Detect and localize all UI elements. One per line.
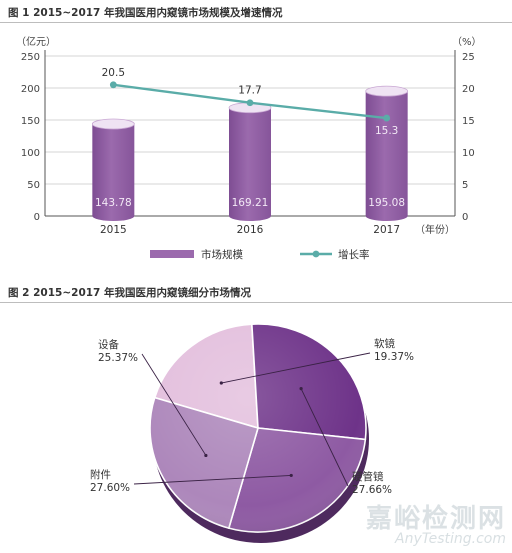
y-tick-label-right: 25	[462, 52, 475, 63]
y-tick-label-left: 100	[21, 148, 40, 159]
bar-top	[365, 85, 409, 97]
growth-value-label: 17.7	[238, 85, 261, 97]
pie-leader-line	[221, 352, 371, 384]
legend-marker-line	[312, 250, 320, 258]
legend-label-line: 增长率	[338, 248, 370, 261]
y-tick-label-left: 50	[27, 180, 40, 191]
x-tick-label: 2017	[373, 224, 400, 236]
figure-1-title: 图 1 2015~2017 年我国医用内窥镜市场规模及增速情况	[8, 7, 283, 19]
pie-leader-dot	[219, 381, 223, 385]
pie-slice-name: 设备	[98, 338, 119, 351]
x-axis-label: （年份）	[415, 223, 455, 236]
bar-value-label: 169.21	[232, 197, 269, 209]
pie-leader-dot	[204, 453, 208, 458]
pie-slice-percent: 27.66%	[352, 484, 392, 496]
pie-slice-percent: 25.37%	[98, 352, 138, 364]
legend-swatch-bar	[150, 250, 194, 258]
bar	[92, 123, 135, 221]
pie-leader-line	[300, 388, 349, 487]
y-tick-label-left: 150	[21, 116, 40, 127]
y-axis-label-left: （亿元）	[16, 35, 56, 48]
y-tick-label-right: 5	[462, 180, 468, 191]
growth-value-label: 15.3	[375, 125, 398, 137]
y-tick-label-right: 15	[462, 116, 475, 127]
pie-leader-dot	[289, 473, 293, 478]
y-tick-label-right: 20	[462, 84, 475, 95]
pie-shading	[150, 324, 366, 532]
pie-slice-name: 硬管镜	[352, 470, 384, 483]
bar-value-label: 143.78	[95, 197, 132, 209]
growth-value-label: 20.5	[102, 67, 125, 79]
y-axis-label-right: （%）	[452, 36, 482, 48]
y-tick-label-left: 200	[21, 84, 40, 95]
y-tick-label-right: 10	[462, 148, 475, 159]
x-tick-label: 2015	[100, 224, 127, 236]
growth-point	[246, 99, 254, 107]
y-tick-label-left: 250	[21, 52, 40, 63]
pie-leader-line	[141, 353, 207, 456]
pie-slice-name: 附件	[90, 468, 111, 481]
title-divider	[0, 22, 512, 23]
y-tick-label-right: 0	[462, 212, 468, 223]
title-divider	[0, 302, 512, 303]
pie-leader-dot	[299, 387, 303, 391]
pie-slice-percent: 27.60%	[90, 482, 130, 494]
pie-slice-name: 软镜	[374, 337, 395, 350]
growth-point	[383, 114, 391, 122]
bar	[229, 107, 271, 221]
y-tick-label-left: 0	[34, 212, 40, 223]
pie-leader-line	[133, 474, 292, 485]
x-tick-label: 2016	[237, 224, 264, 236]
growth-point	[109, 81, 117, 89]
legend-label-bar: 市场规模	[201, 248, 243, 261]
bar	[365, 91, 408, 221]
bar-value-label: 195.08	[368, 197, 405, 209]
bar-top	[91, 118, 135, 130]
pie-slice-percent: 19.37%	[374, 351, 414, 363]
figure-2-title: 图 2 2015~2017 年我国医用内窥镜细分市场情况	[8, 287, 252, 299]
market-size-chart: 0 50 100 150 200 250 0 5 10 15 20 25 （亿元） （%） 143.78 16…	[16, 35, 482, 261]
